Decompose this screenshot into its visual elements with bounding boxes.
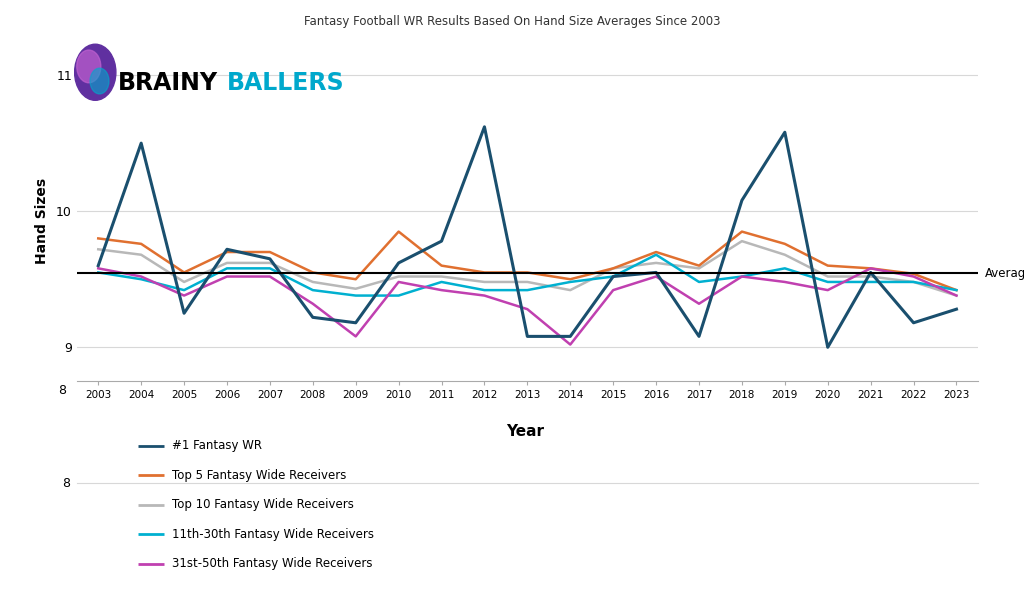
Text: BRAINY: BRAINY xyxy=(118,71,218,95)
Text: BALLERS: BALLERS xyxy=(227,71,345,95)
Text: 11th-30th Fantasy Wide Receivers: 11th-30th Fantasy Wide Receivers xyxy=(172,528,374,541)
Text: Fantasy Football WR Results Based On Hand Size Averages Since 2003: Fantasy Football WR Results Based On Han… xyxy=(304,15,720,28)
Text: 31st-50th Fantasy Wide Receivers: 31st-50th Fantasy Wide Receivers xyxy=(172,557,373,571)
Text: Average: Average xyxy=(985,267,1024,280)
Circle shape xyxy=(77,50,100,83)
Circle shape xyxy=(75,44,116,100)
Text: 8: 8 xyxy=(61,477,70,490)
Text: Top 5 Fantasy Wide Receivers: Top 5 Fantasy Wide Receivers xyxy=(172,469,346,482)
Text: #1 Fantasy WR: #1 Fantasy WR xyxy=(172,439,262,453)
Text: Year: Year xyxy=(506,424,545,439)
Text: Top 10 Fantasy Wide Receivers: Top 10 Fantasy Wide Receivers xyxy=(172,498,354,512)
Y-axis label: Hand Sizes: Hand Sizes xyxy=(35,178,49,264)
Circle shape xyxy=(90,68,109,94)
Text: 8: 8 xyxy=(58,384,67,397)
